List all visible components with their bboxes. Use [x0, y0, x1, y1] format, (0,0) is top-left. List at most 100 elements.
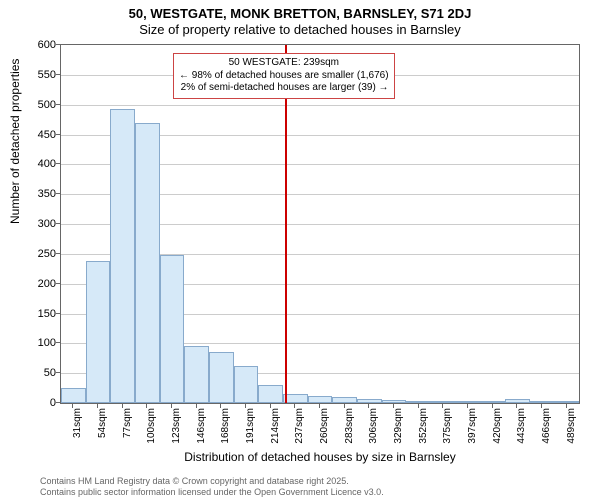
- x-tick-label: 375sqm: [442, 408, 453, 448]
- y-tick: [56, 402, 60, 403]
- y-tick: [56, 74, 60, 75]
- x-tick: [368, 404, 369, 408]
- x-tick-label: 260sqm: [319, 408, 330, 448]
- y-tick-label: 500: [16, 99, 56, 111]
- histogram-bar: [530, 401, 555, 403]
- y-tick-label: 50: [16, 367, 56, 379]
- histogram-bar: [308, 396, 333, 403]
- y-tick-label: 100: [16, 337, 56, 349]
- y-tick-label: 450: [16, 129, 56, 141]
- x-tick: [122, 404, 123, 408]
- histogram-bar: [505, 399, 530, 403]
- x-tick: [146, 404, 147, 408]
- x-tick: [294, 404, 295, 408]
- x-tick: [566, 404, 567, 408]
- gridline: [61, 105, 579, 106]
- histogram-bar: [456, 401, 481, 403]
- y-tick: [56, 193, 60, 194]
- x-tick-label: 168sqm: [220, 408, 231, 448]
- x-tick-label: 100sqm: [146, 408, 157, 448]
- x-tick-label: 146sqm: [196, 408, 207, 448]
- histogram-bar: [554, 401, 579, 403]
- y-tick-label: 600: [16, 39, 56, 51]
- y-tick-label: 300: [16, 218, 56, 230]
- x-tick: [418, 404, 419, 408]
- x-tick-label: 420sqm: [492, 408, 503, 448]
- marker-line: [285, 45, 287, 403]
- x-tick: [196, 404, 197, 408]
- histogram-bar: [135, 123, 160, 403]
- y-tick-label: 200: [16, 278, 56, 290]
- histogram-bar: [382, 400, 407, 403]
- x-tick: [467, 404, 468, 408]
- histogram-bar: [110, 109, 135, 403]
- x-tick: [492, 404, 493, 408]
- x-tick-label: 123sqm: [171, 408, 182, 448]
- y-tick: [56, 372, 60, 373]
- y-tick-label: 350: [16, 188, 56, 200]
- x-tick-label: 443sqm: [516, 408, 527, 448]
- x-tick-label: 283sqm: [344, 408, 355, 448]
- histogram-bar: [209, 352, 234, 403]
- y-tick-label: 400: [16, 158, 56, 170]
- y-tick-label: 0: [16, 397, 56, 409]
- x-tick: [516, 404, 517, 408]
- plot-area: 50 WESTGATE: 239sqm← 98% of detached hou…: [60, 44, 580, 404]
- footer-line2: Contains public sector information licen…: [40, 487, 384, 498]
- y-tick: [56, 253, 60, 254]
- y-tick-label: 250: [16, 248, 56, 260]
- x-tick: [344, 404, 345, 408]
- annotation-line2: ← 98% of detached houses are smaller (1,…: [179, 70, 389, 83]
- y-tick: [56, 283, 60, 284]
- histogram-bar: [431, 401, 456, 403]
- x-tick: [245, 404, 246, 408]
- histogram-bar: [184, 346, 209, 403]
- x-tick: [393, 404, 394, 408]
- histogram-bar: [61, 388, 86, 403]
- x-tick-label: 306sqm: [368, 408, 379, 448]
- histogram-bar: [234, 366, 259, 403]
- x-tick-label: 191sqm: [245, 408, 256, 448]
- histogram-bar: [357, 399, 382, 403]
- y-tick: [56, 342, 60, 343]
- x-tick-label: 397sqm: [467, 408, 478, 448]
- histogram-bar: [86, 261, 111, 403]
- x-tick: [541, 404, 542, 408]
- y-tick: [56, 163, 60, 164]
- x-tick-label: 237sqm: [294, 408, 305, 448]
- histogram-bar: [160, 255, 185, 403]
- histogram-bar: [258, 385, 283, 403]
- y-tick: [56, 313, 60, 314]
- annotation-line3: 2% of semi-detached houses are larger (3…: [179, 82, 389, 95]
- x-tick-label: 31sqm: [72, 408, 83, 448]
- x-tick-label: 329sqm: [393, 408, 404, 448]
- x-tick: [270, 404, 271, 408]
- x-tick-label: 466sqm: [541, 408, 552, 448]
- x-tick-label: 54sqm: [97, 408, 108, 448]
- y-tick: [56, 44, 60, 45]
- histogram-bar: [480, 401, 505, 403]
- annotation-box: 50 WESTGATE: 239sqm← 98% of detached hou…: [173, 53, 395, 99]
- x-tick: [72, 404, 73, 408]
- footer-attribution: Contains HM Land Registry data © Crown c…: [40, 476, 384, 498]
- y-tick: [56, 223, 60, 224]
- histogram-bar: [332, 397, 357, 403]
- y-tick: [56, 134, 60, 135]
- x-tick: [171, 404, 172, 408]
- x-tick: [97, 404, 98, 408]
- x-tick: [442, 404, 443, 408]
- chart-title-line2: Size of property relative to detached ho…: [0, 22, 600, 37]
- x-tick-label: 352sqm: [418, 408, 429, 448]
- chart-title-line1: 50, WESTGATE, MONK BRETTON, BARNSLEY, S7…: [0, 6, 600, 21]
- x-tick-label: 77sqm: [122, 408, 133, 448]
- annotation-line1: 50 WESTGATE: 239sqm: [179, 57, 389, 70]
- x-tick-label: 489sqm: [566, 408, 577, 448]
- x-tick: [220, 404, 221, 408]
- footer-line1: Contains HM Land Registry data © Crown c…: [40, 476, 384, 487]
- y-tick-label: 150: [16, 308, 56, 320]
- x-tick-label: 214sqm: [270, 408, 281, 448]
- x-axis-label: Distribution of detached houses by size …: [60, 450, 580, 464]
- chart-container: 50, WESTGATE, MONK BRETTON, BARNSLEY, S7…: [0, 0, 600, 500]
- y-tick-label: 550: [16, 69, 56, 81]
- x-tick: [319, 404, 320, 408]
